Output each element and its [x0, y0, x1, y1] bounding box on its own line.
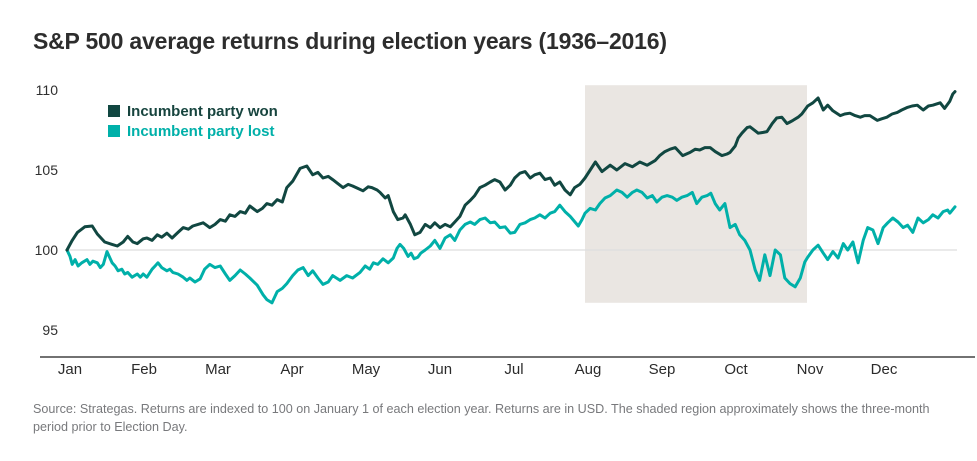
won-series-swatch-icon: [108, 105, 120, 117]
x-tick-dec: Dec: [870, 361, 898, 378]
x-tick-nov: Nov: [796, 361, 824, 378]
legend-label-lost: Incumbent party lost: [127, 122, 275, 140]
y-tick-95: 95: [42, 322, 58, 338]
series-line-incumbent-party-won: [65, 90, 957, 252]
chart-legend: Incumbent party won Incumbent party lost: [108, 101, 278, 141]
x-tick-feb: Feb: [131, 361, 157, 378]
x-tick-oct: Oct: [724, 361, 748, 378]
shaded-region: [585, 85, 807, 303]
x-tick-jan: Jan: [57, 361, 83, 378]
chart-title: S&P 500 average returns during election …: [33, 28, 667, 54]
legend-item-incumbent-won: Incumbent party won: [108, 101, 278, 121]
series-line-incumbent-party-lost: [65, 188, 957, 305]
legend-item-incumbent-lost: Incumbent party lost: [108, 121, 278, 141]
lost-series-swatch-icon: [108, 125, 120, 137]
source-note: Source: Strategas. Returns are indexed t…: [33, 402, 930, 434]
x-tick-mar: Mar: [205, 361, 231, 378]
y-tick-105: 105: [34, 162, 58, 178]
y-tick-100: 100: [34, 242, 58, 258]
x-tick-apr: Apr: [280, 361, 304, 378]
x-tick-sep: Sep: [648, 361, 676, 378]
x-tick-jul: Jul: [504, 361, 524, 378]
legend-label-won: Incumbent party won: [127, 102, 278, 120]
x-tick-aug: Aug: [574, 361, 602, 378]
x-tick-jun: Jun: [427, 361, 453, 378]
x-tick-may: May: [351, 361, 381, 378]
y-tick-110: 110: [35, 82, 58, 98]
